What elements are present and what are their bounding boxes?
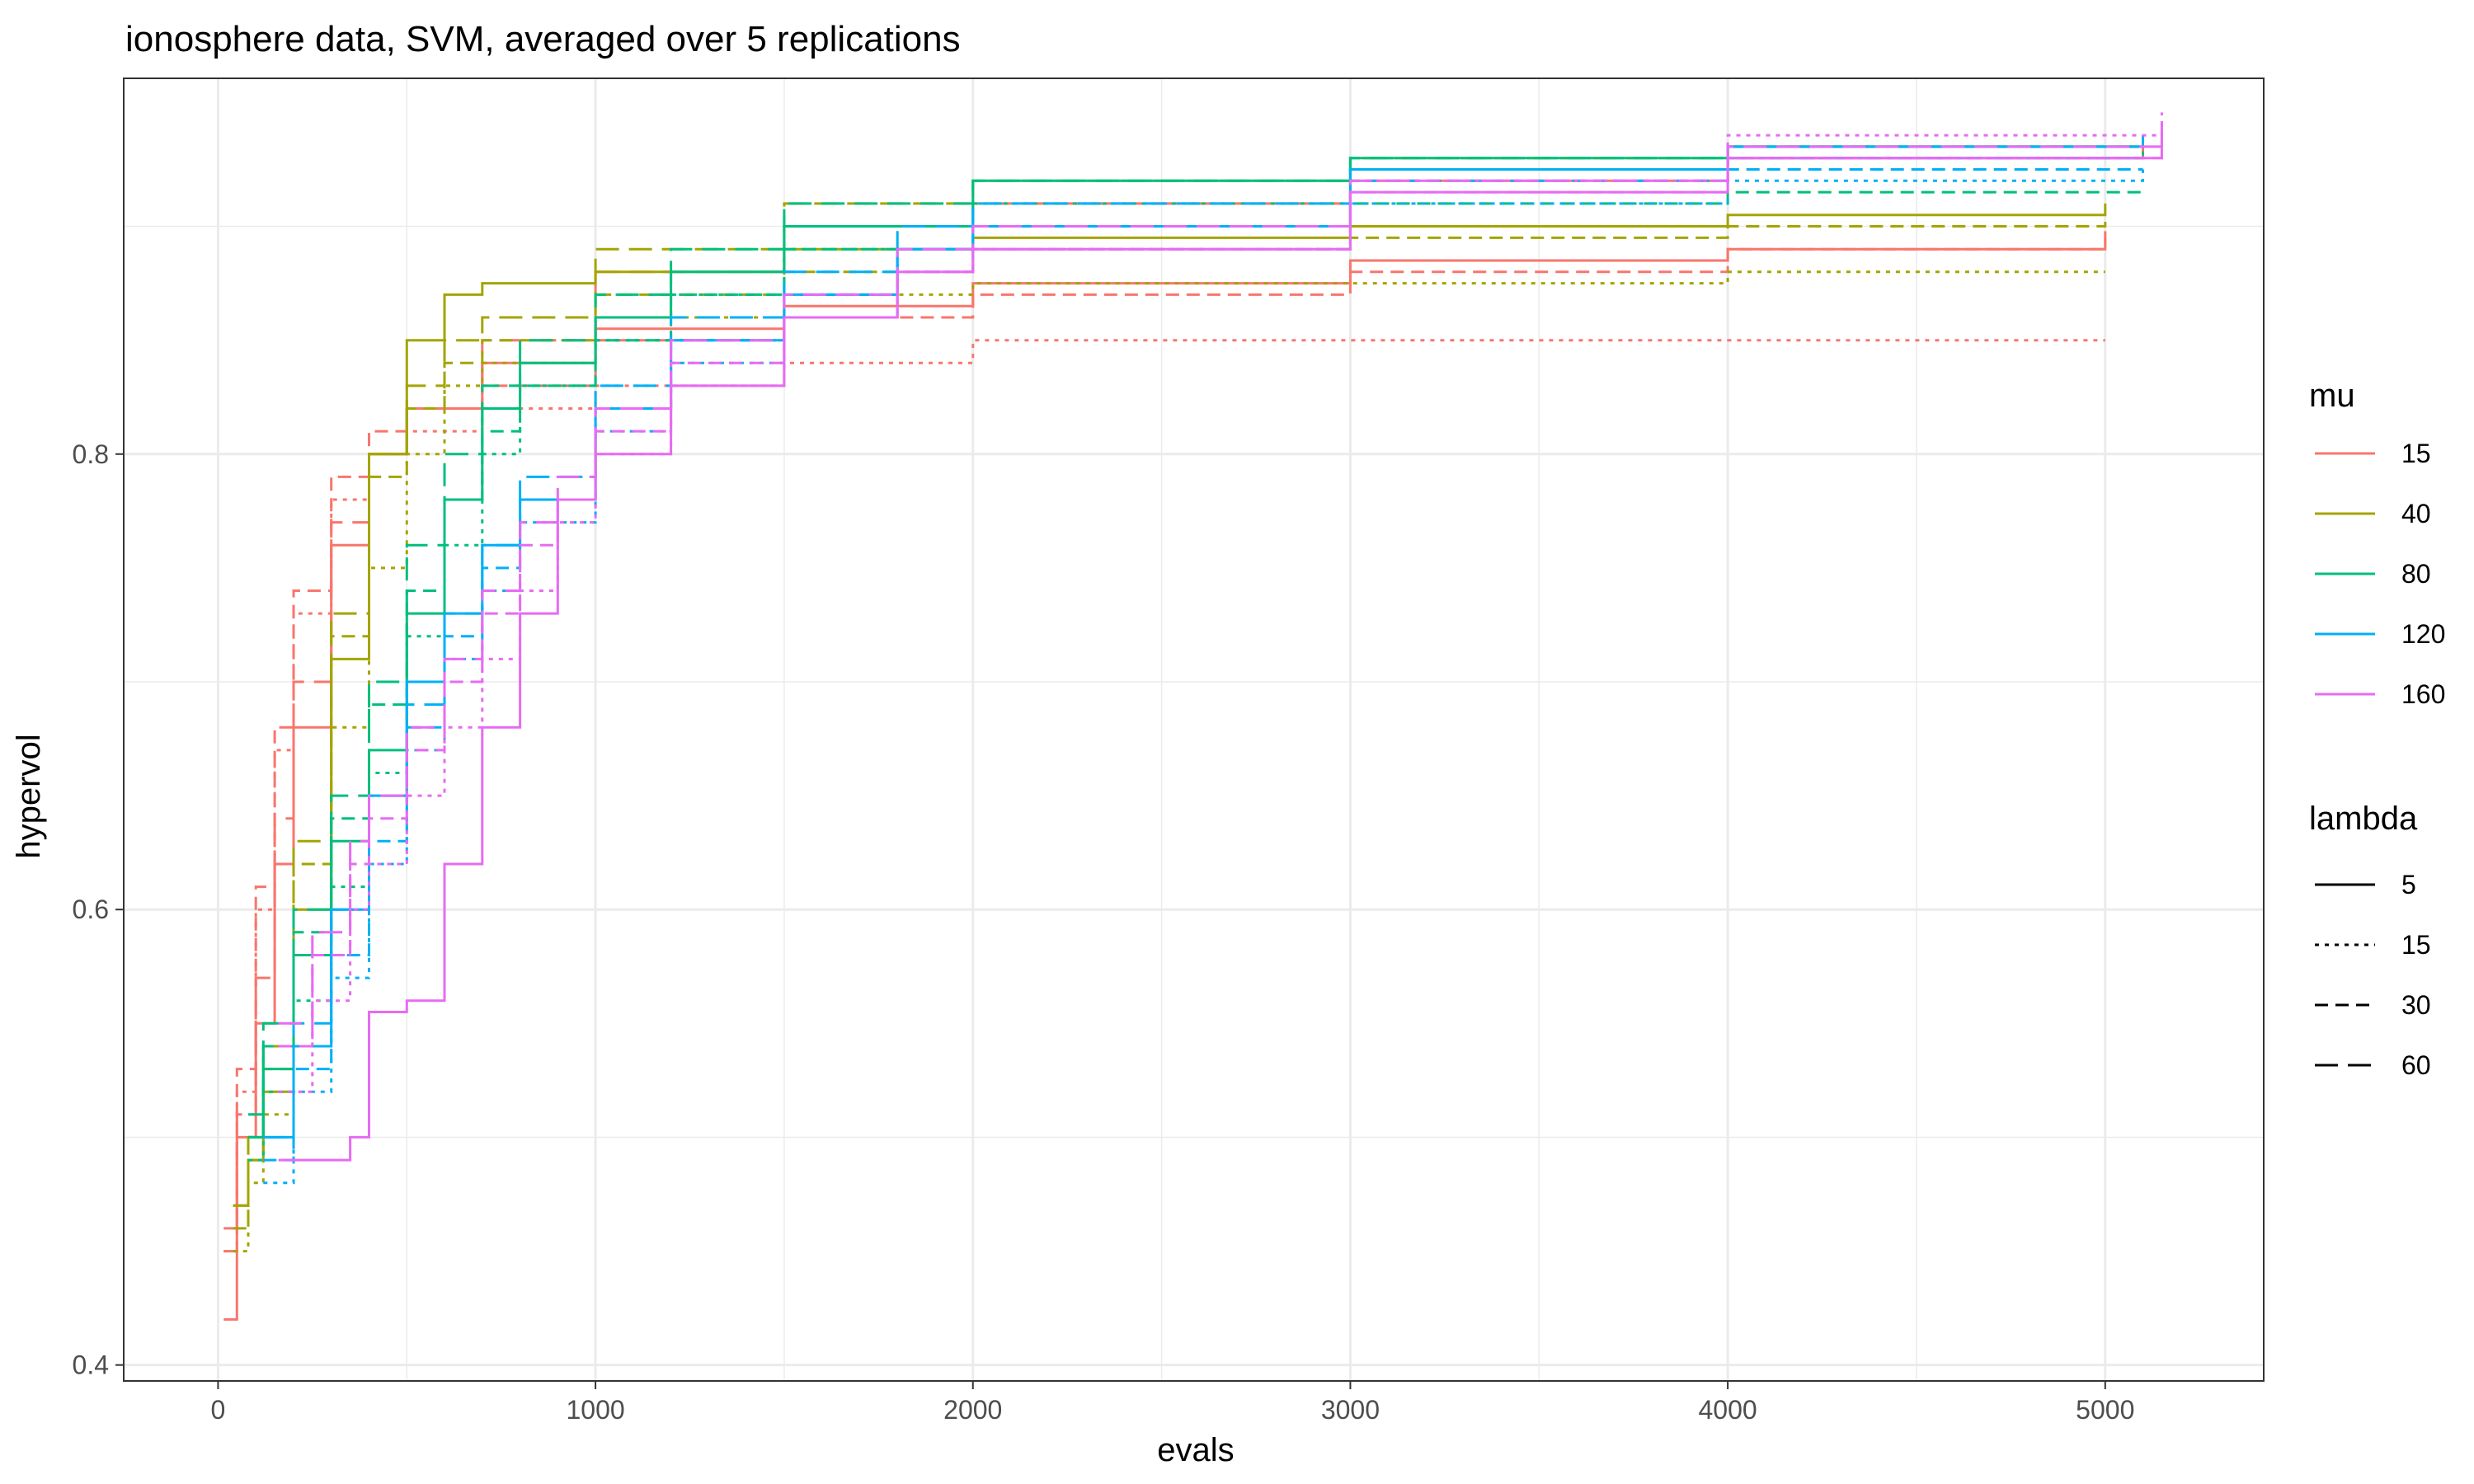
- x-tick-label: 1000: [566, 1395, 624, 1425]
- y-axis-title: hypervol: [11, 734, 47, 858]
- chart-title: ionosphere data, SVM, averaged over 5 re…: [125, 19, 961, 59]
- y-tick-label: 0.8: [73, 439, 109, 469]
- major-gridlines: [124, 78, 2264, 1381]
- x-tick-label: 0: [211, 1395, 226, 1425]
- color-legend-label: 15: [2401, 439, 2431, 468]
- linetype-legend-entries: 5 15 30 60: [2315, 870, 2431, 1080]
- linetype-legend-label: 15: [2401, 930, 2431, 960]
- linetype-legend-label: 5: [2401, 870, 2416, 899]
- x-tick-label: 5000: [2076, 1395, 2134, 1425]
- series-line-mu160-lambda60: [278, 124, 2163, 1025]
- x-tick-label: 3000: [1321, 1395, 1380, 1425]
- panel-border: [123, 77, 2265, 1382]
- color-legend-label: 160: [2401, 679, 2445, 709]
- color-legend-entries: 15 40 80 120 160: [2315, 439, 2445, 709]
- color-legend-label: 80: [2401, 559, 2431, 589]
- y-axis: 0.4 0.6 0.8: [73, 439, 124, 1380]
- series-line-mu40-lambda15: [233, 270, 2105, 1253]
- x-axis: 0 1000 2000 3000 4000 5000: [211, 1381, 2134, 1425]
- series-line-mu15-lambda30: [223, 226, 2107, 1230]
- color-legend-label: 120: [2401, 619, 2445, 649]
- x-tick-label: 4000: [1699, 1395, 1757, 1425]
- plot-panel: [123, 77, 2265, 1382]
- x-tick-label: 2000: [943, 1395, 1002, 1425]
- series-line-mu160-lambda15: [278, 112, 2163, 1093]
- color-legend-title: mu: [2309, 378, 2355, 414]
- y-tick-label: 0.4: [73, 1350, 109, 1380]
- y-tick-label: 0.6: [73, 895, 109, 924]
- x-axis-title: evals: [1157, 1432, 1234, 1468]
- linetype-legend-label: 30: [2401, 990, 2431, 1020]
- color-legend-label: 40: [2401, 499, 2431, 528]
- series-lines: [223, 112, 2163, 1321]
- linetype-legend-label: 60: [2401, 1050, 2431, 1080]
- series-line-mu80-lambda60: [248, 135, 2144, 1116]
- linetype-legend-title: lambda: [2309, 801, 2418, 837]
- legend: mu 15 40 80 120 160 lambda 5 15 30 60: [2309, 378, 2445, 1080]
